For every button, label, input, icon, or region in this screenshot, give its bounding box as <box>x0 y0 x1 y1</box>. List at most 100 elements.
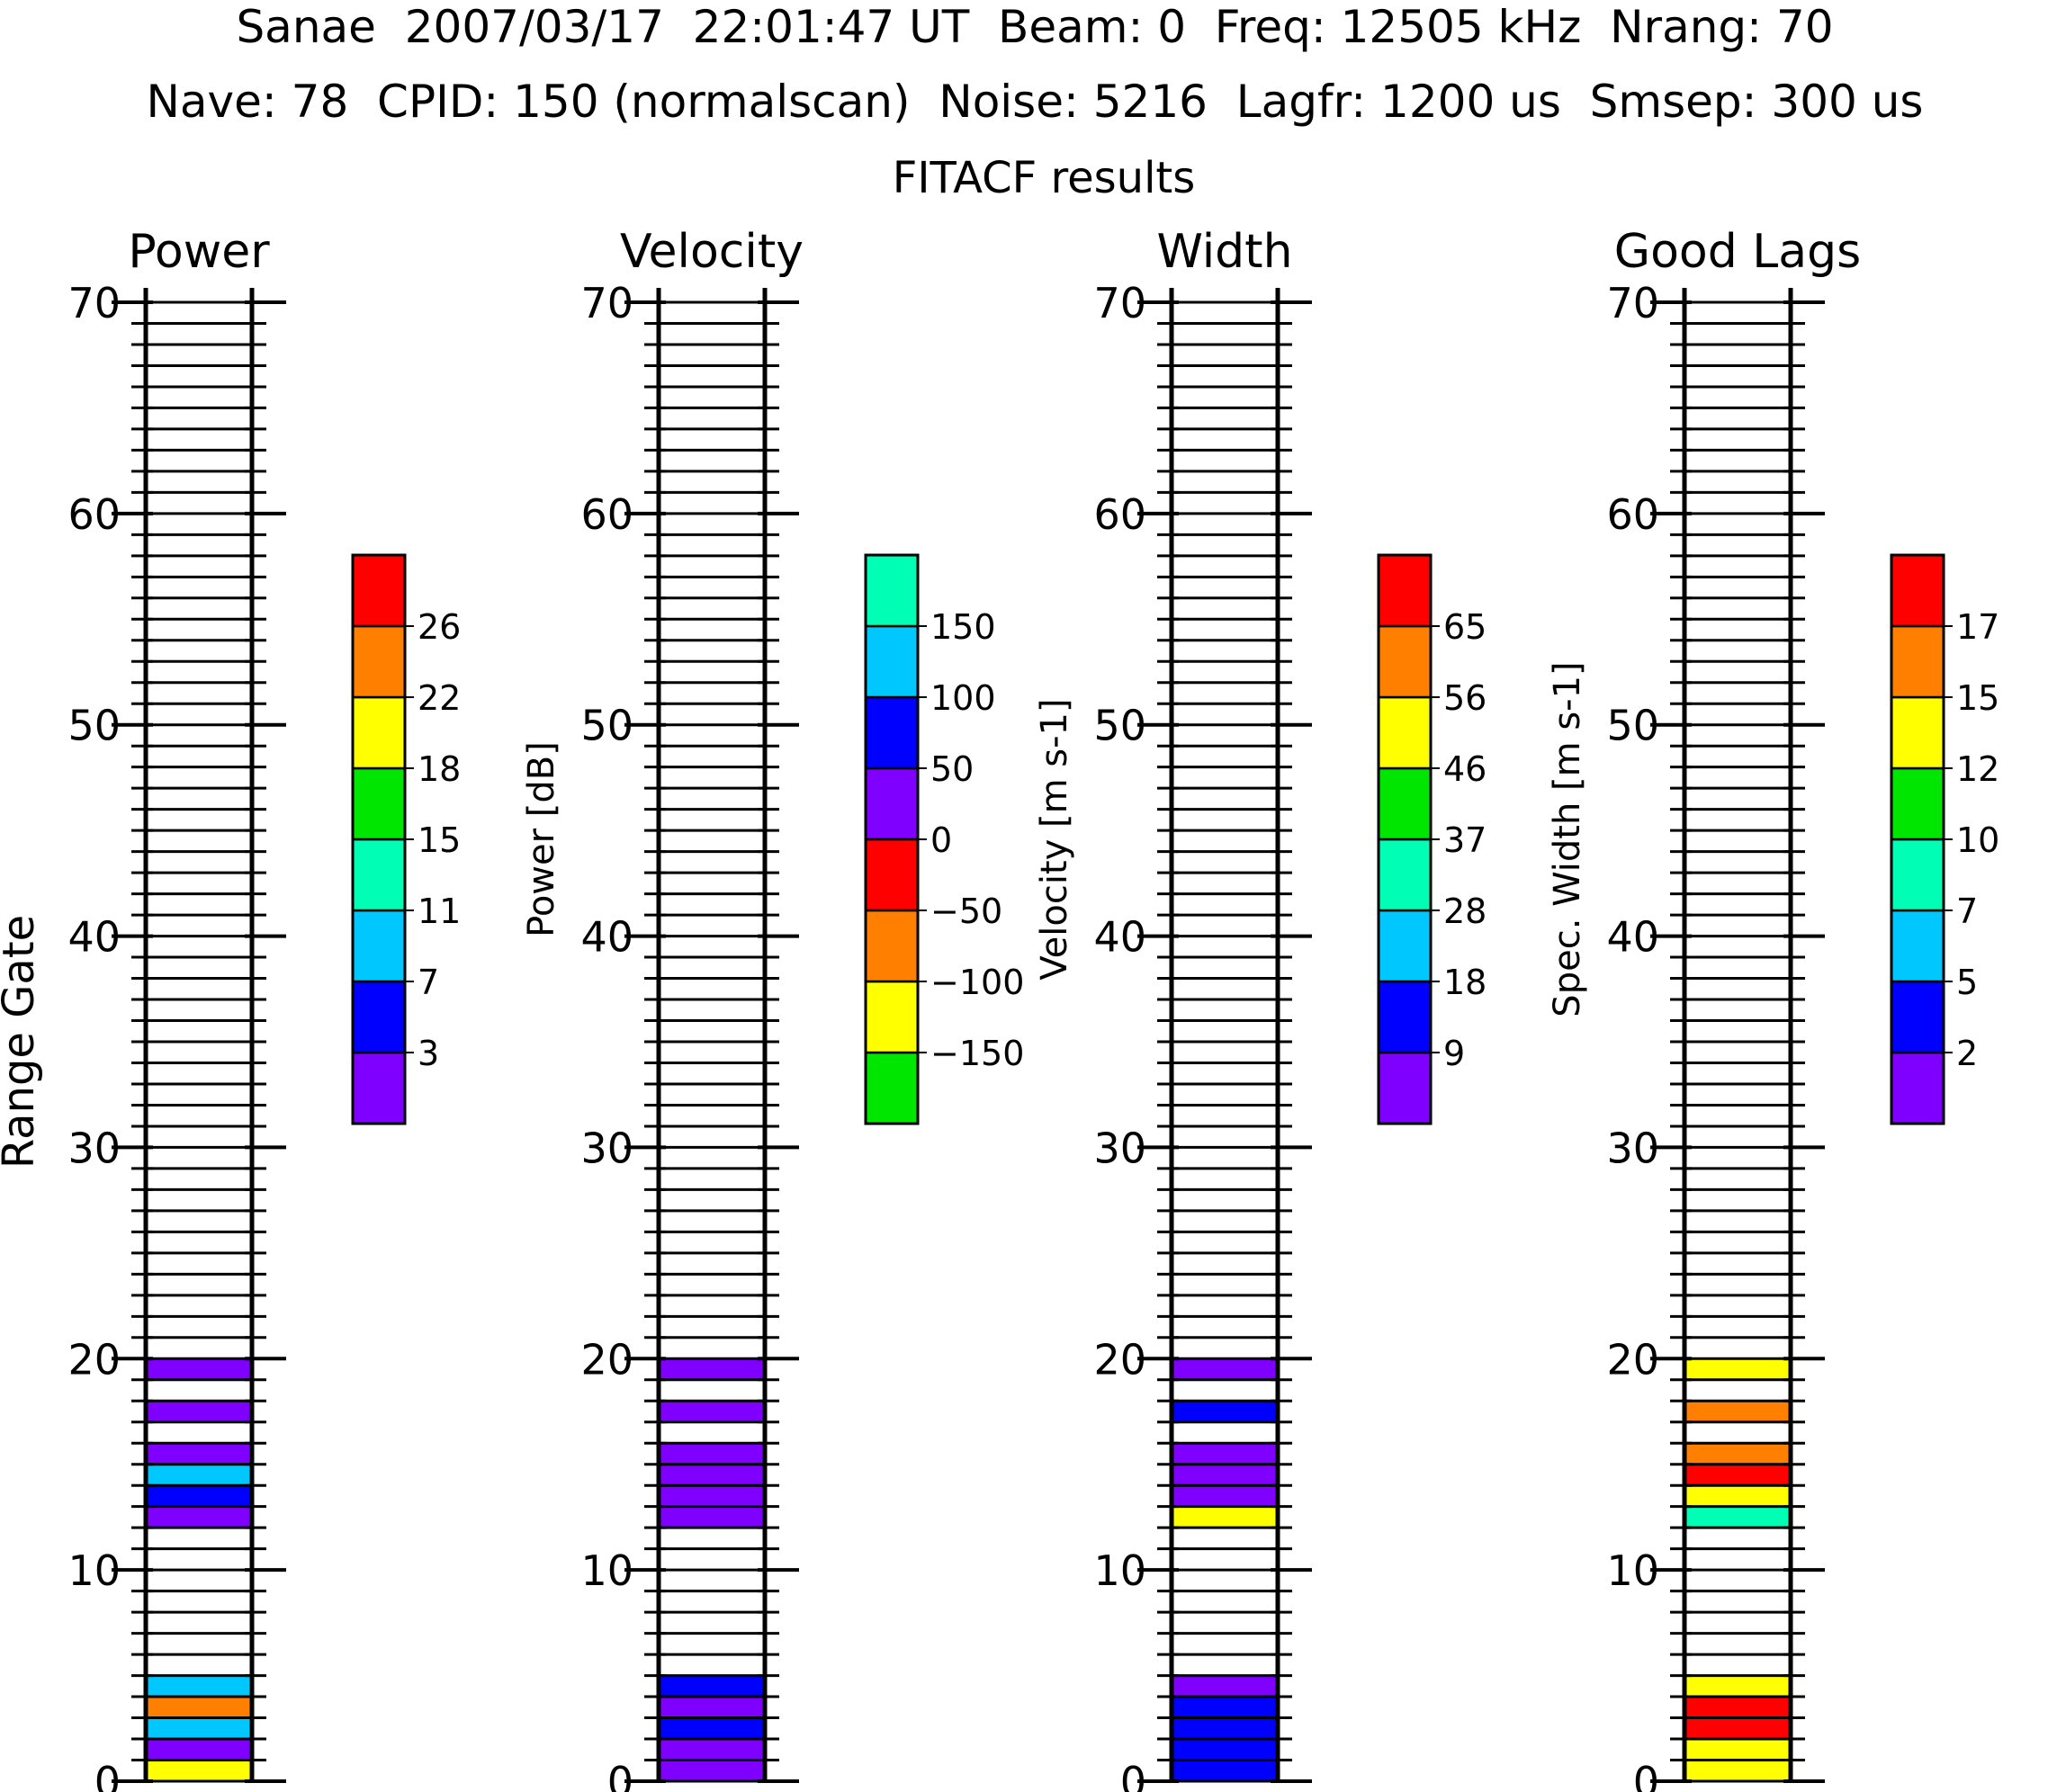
gate-cell <box>146 1506 252 1528</box>
colorbar-tick-label: 37 <box>1443 820 1487 860</box>
gate-cell <box>1684 1443 1791 1465</box>
y-tick-label: 50 <box>67 702 121 750</box>
colorbar-power: 3 7 11 15 18 22 26 Power [dB] <box>351 553 562 1125</box>
colorbar-segment <box>864 1051 920 1125</box>
y-tick-label: 40 <box>67 913 121 962</box>
panel-power: Power 0 10 20 30 40 50 60 70 3 7 11 15 18 22 26 Power [d… <box>67 225 562 1792</box>
header-line-1: Sanae 2007/03/17 22:01:47 UT Beam: 0 Fre… <box>236 1 1833 53</box>
colorbar-segment <box>1890 553 1945 628</box>
y-tick-label: 40 <box>580 913 633 962</box>
colorbar-segment <box>864 624 920 699</box>
gate-cell <box>1172 1760 1278 1781</box>
colorbar-segment <box>351 695 407 770</box>
colorbar-segment <box>351 980 407 1054</box>
gate-cell <box>1172 1485 1278 1507</box>
colorbar-tick-label: 10 <box>1956 820 1999 860</box>
colorbar-segment <box>864 980 920 1054</box>
panel-width: Width 0 10 20 30 40 50 60 70 9 18 28 37 46 56 65 Spec. W… <box>1093 225 1588 1792</box>
y-tick-label: 10 <box>67 1546 121 1595</box>
colorbar-segment <box>1890 980 1945 1054</box>
gate-cell <box>146 1485 252 1507</box>
colorbar-width: 9 18 28 37 46 56 65 Spec. Width [m s-1] <box>1377 553 1588 1125</box>
colorbar-segment <box>1377 766 1433 841</box>
gate-cell <box>659 1464 765 1486</box>
colorbar-segment <box>351 624 407 699</box>
colorbar-label: Velocity [m s-1] <box>1034 698 1075 980</box>
colorbar-segment <box>351 909 407 983</box>
gate-cell <box>1684 1697 1791 1718</box>
y-tick-label: 40 <box>1606 913 1659 962</box>
colorbar-tick-label: 5 <box>1956 963 1978 1002</box>
y-tick-label: 10 <box>580 1546 633 1595</box>
y-tick-label: 60 <box>1093 490 1146 539</box>
panels: Range GatePower0102030405060703711151822… <box>0 225 1999 1792</box>
colorbar-segment <box>351 838 407 912</box>
panel-title: Width <box>1156 225 1292 279</box>
gate-cell <box>659 1401 765 1422</box>
colorbar-segment <box>1377 695 1433 770</box>
gate-cell <box>659 1675 765 1698</box>
y-tick-label: 70 <box>580 279 633 327</box>
gate-cell <box>1172 1506 1278 1528</box>
colorbar-tick-label: −150 <box>930 1034 1024 1073</box>
colorbar-segment <box>864 553 920 628</box>
colorbar-segment <box>351 1051 407 1125</box>
colorbar-tick-label: 150 <box>930 607 996 647</box>
gate-cell <box>1172 1358 1278 1380</box>
gate-cell <box>1684 1739 1791 1761</box>
y-tick-label: 30 <box>67 1124 121 1172</box>
gate-cell <box>146 1760 252 1781</box>
gate-cell <box>659 1485 765 1507</box>
y-tick-label: 30 <box>1606 1124 1659 1172</box>
colorbar-tick-label: 50 <box>930 749 974 789</box>
colorbar-tick-label: 15 <box>1956 678 1999 718</box>
colorbar-segment <box>1890 624 1945 699</box>
y-tick-label: 20 <box>1606 1335 1659 1384</box>
y-tick-label: 40 <box>1093 913 1146 962</box>
colorbar-segment <box>864 766 920 841</box>
panel-title: Good Lags <box>1614 225 1861 279</box>
gate-cell <box>659 1697 765 1718</box>
gate-cell <box>1684 1506 1791 1528</box>
colorbar-segment <box>1890 838 1945 912</box>
y-tick-label: 20 <box>67 1335 121 1384</box>
y-tick-label: 10 <box>1093 1546 1146 1595</box>
colorbar-segment <box>864 838 920 912</box>
colorbar-velocity: −150 −100 −50 0 50 100 150 Velocity [m s-1] <box>864 553 1075 1125</box>
gate-cell <box>1684 1464 1791 1486</box>
gate-cell <box>659 1358 765 1380</box>
gate-cell <box>146 1675 252 1698</box>
colorbar-tick-label: 22 <box>418 678 461 718</box>
colorbar-segment <box>1890 1051 1945 1125</box>
colorbar-tick-label: 15 <box>418 820 461 860</box>
panel-title: Power <box>128 225 270 279</box>
colorbar-segment <box>1377 1051 1433 1125</box>
y-tick-label: 70 <box>1606 279 1659 327</box>
colorbar-tick-label: 7 <box>418 963 439 1002</box>
y-tick-label: 0 <box>94 1758 121 1792</box>
colorbar-tick-label: 65 <box>1443 607 1487 647</box>
colorbar-tick-label: 100 <box>930 678 996 718</box>
colorbar-tick-label: 7 <box>1956 892 1978 931</box>
gate-cell <box>1172 1697 1278 1718</box>
y-tick-label: 70 <box>1093 279 1146 327</box>
gate-cell <box>659 1506 765 1528</box>
colorbar-segment <box>1377 909 1433 983</box>
gate-cell <box>1172 1675 1278 1698</box>
y-tick-label: 30 <box>580 1124 633 1172</box>
colorbar-segment <box>1377 838 1433 912</box>
header-line-2: Nave: 78 CPID: 150 (normalscan) Noise: 5… <box>147 76 1924 128</box>
y-tick-label: 50 <box>1606 702 1659 750</box>
colorbar-tick-label: 18 <box>1443 963 1487 1002</box>
gate-cell <box>1172 1464 1278 1486</box>
colorbar-tick-label: 12 <box>1956 749 1999 789</box>
colorbar-tick-label: 28 <box>1443 892 1487 931</box>
colorbar-tick-label: 3 <box>418 1034 439 1073</box>
y-tick-label: 0 <box>1120 1758 1146 1792</box>
gate-cell <box>1684 1717 1791 1740</box>
y-tick-label: 20 <box>1093 1335 1146 1384</box>
gate-cell <box>146 1358 252 1380</box>
y-tick-label: 20 <box>580 1335 633 1384</box>
colorbar-tick-label: 26 <box>418 607 461 647</box>
